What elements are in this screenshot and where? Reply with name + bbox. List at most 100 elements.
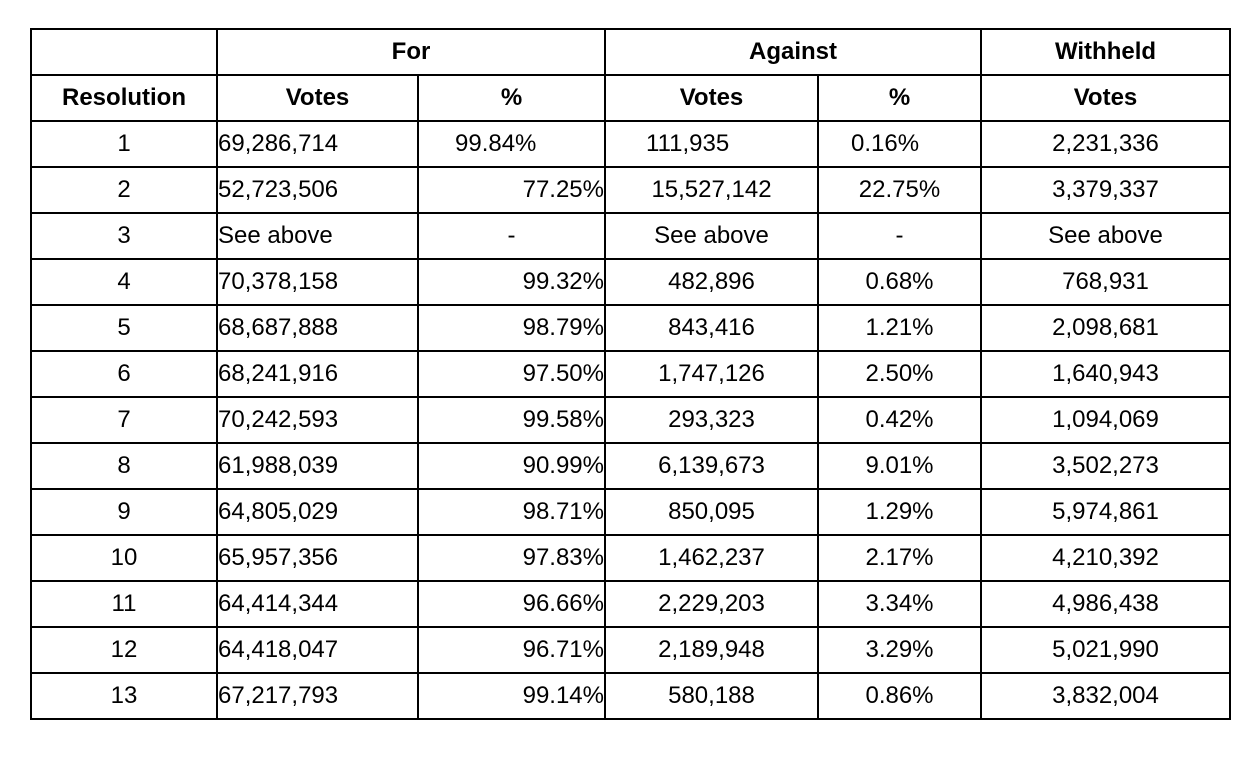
- table-row: 7 70,242,593 99.58% 293,323 0.42% 1,094,069: [30, 396, 1231, 444]
- against-percent-cell: 3.34%: [817, 580, 982, 628]
- table-row: 8 61,988,039 90.99% 6,139,673 9.01% 3,502,273: [30, 442, 1231, 490]
- against-percent-cell: 0.68%: [817, 258, 982, 306]
- for-percent-cell: 99.14%: [417, 672, 606, 720]
- withheld-votes-cell: 2,098,681: [980, 304, 1231, 352]
- against-votes-header: Votes: [604, 74, 819, 122]
- table-row: 11 64,414,344 96.66% 2,229,203 3.34% 4,986,43…: [30, 580, 1231, 628]
- for-votes-cell: See above: [216, 212, 419, 260]
- for-percent-header: %: [417, 74, 606, 122]
- for-votes-cell: 70,242,593: [216, 396, 419, 444]
- table-row: 2 52,723,506 77.25% 15,527,142 22.75% 3,379,3…: [30, 166, 1231, 214]
- resolution-header: Resolution: [30, 74, 218, 122]
- withheld-votes-cell: 1,094,069: [980, 396, 1231, 444]
- for-votes-cell: 65,957,356: [216, 534, 419, 582]
- table-body: 1 69,286,714 99.84% 111,935 0.16% 2,231,336 2 5…: [30, 120, 1231, 720]
- for-percent-cell: 97.50%: [417, 350, 606, 398]
- against-votes-cell: 111,935: [604, 120, 819, 168]
- against-percent-cell: 0.42%: [817, 396, 982, 444]
- voting-results-table: For Against Withheld Resolution Votes % …: [30, 28, 1231, 720]
- resolution-cell: 7: [30, 396, 218, 444]
- for-percent-cell: 90.99%: [417, 442, 606, 490]
- for-votes-cell: 52,723,506: [216, 166, 419, 214]
- resolution-cell: 3: [30, 212, 218, 260]
- withheld-votes-cell: 2,231,336: [980, 120, 1231, 168]
- for-group-header: For: [216, 28, 606, 76]
- withheld-group-header: Withheld: [980, 28, 1231, 76]
- withheld-votes-header: Votes: [980, 74, 1231, 122]
- table-row: 5 68,687,888 98.79% 843,416 1.21% 2,098,681: [30, 304, 1231, 352]
- resolution-cell: 1: [30, 120, 218, 168]
- for-votes-cell: 68,241,916: [216, 350, 419, 398]
- against-percent-cell: 9.01%: [817, 442, 982, 490]
- table-row: 10 65,957,356 97.83% 1,462,237 2.17% 4,210,39…: [30, 534, 1231, 582]
- for-votes-cell: 61,988,039: [216, 442, 419, 490]
- resolution-cell: 9: [30, 488, 218, 536]
- blank-header-cell: [30, 28, 218, 76]
- against-percent-cell: 3.29%: [817, 626, 982, 674]
- against-percent-cell: 1.29%: [817, 488, 982, 536]
- table-row: 9 64,805,029 98.71% 850,095 1.29% 5,974,861: [30, 488, 1231, 536]
- against-percent-cell: 0.16%: [817, 120, 982, 168]
- for-percent-cell: 98.71%: [417, 488, 606, 536]
- against-percent-header: %: [817, 74, 982, 122]
- table-row: 1 69,286,714 99.84% 111,935 0.16% 2,231,336: [30, 120, 1231, 168]
- for-percent-cell: 96.71%: [417, 626, 606, 674]
- for-votes-cell: 64,805,029: [216, 488, 419, 536]
- withheld-votes-cell: 3,832,004: [980, 672, 1231, 720]
- table-row: 4 70,378,158 99.32% 482,896 0.68% 768,931: [30, 258, 1231, 306]
- for-percent-cell: 99.84%: [417, 120, 606, 168]
- resolution-cell: 6: [30, 350, 218, 398]
- for-votes-cell: 70,378,158: [216, 258, 419, 306]
- for-votes-cell: 64,418,047: [216, 626, 419, 674]
- against-votes-cell: 843,416: [604, 304, 819, 352]
- against-percent-cell: 2.17%: [817, 534, 982, 582]
- against-votes-cell: 482,896: [604, 258, 819, 306]
- sub-header-row: Resolution Votes % Votes % Votes: [30, 74, 1231, 122]
- for-votes-cell: 67,217,793: [216, 672, 419, 720]
- against-percent-cell: 22.75%: [817, 166, 982, 214]
- against-votes-cell: 850,095: [604, 488, 819, 536]
- withheld-votes-cell: 5,974,861: [980, 488, 1231, 536]
- table-row: 6 68,241,916 97.50% 1,747,126 2.50% 1,640,943: [30, 350, 1231, 398]
- against-percent-cell: 2.50%: [817, 350, 982, 398]
- withheld-votes-cell: 3,502,273: [980, 442, 1231, 490]
- for-votes-header: Votes: [216, 74, 419, 122]
- for-percent-cell: 97.83%: [417, 534, 606, 582]
- against-votes-cell: 1,747,126: [604, 350, 819, 398]
- withheld-votes-cell: 4,986,438: [980, 580, 1231, 628]
- withheld-votes-cell: 5,021,990: [980, 626, 1231, 674]
- resolution-cell: 2: [30, 166, 218, 214]
- for-percent-cell: 99.32%: [417, 258, 606, 306]
- for-percent-cell: 96.66%: [417, 580, 606, 628]
- against-votes-cell: 6,139,673: [604, 442, 819, 490]
- resolution-cell: 10: [30, 534, 218, 582]
- against-votes-cell: 2,229,203: [604, 580, 819, 628]
- resolution-cell: 4: [30, 258, 218, 306]
- withheld-votes-cell: See above: [980, 212, 1231, 260]
- for-votes-cell: 69,286,714: [216, 120, 419, 168]
- group-header-row: For Against Withheld: [30, 28, 1231, 76]
- against-votes-cell: 1,462,237: [604, 534, 819, 582]
- against-votes-cell: See above: [604, 212, 819, 260]
- against-group-header: Against: [604, 28, 982, 76]
- for-percent-cell: 77.25%: [417, 166, 606, 214]
- table-row: 13 67,217,793 99.14% 580,188 0.86% 3,832,004: [30, 672, 1231, 720]
- against-percent-cell: 1.21%: [817, 304, 982, 352]
- resolution-cell: 5: [30, 304, 218, 352]
- for-votes-cell: 64,414,344: [216, 580, 419, 628]
- table-row: 12 64,418,047 96.71% 2,189,948 3.29% 5,021,99…: [30, 626, 1231, 674]
- for-votes-cell: 68,687,888: [216, 304, 419, 352]
- withheld-votes-cell: 3,379,337: [980, 166, 1231, 214]
- resolution-cell: 8: [30, 442, 218, 490]
- against-votes-cell: 580,188: [604, 672, 819, 720]
- against-percent-cell: 0.86%: [817, 672, 982, 720]
- for-percent-cell: -: [417, 212, 606, 260]
- withheld-votes-cell: 1,640,943: [980, 350, 1231, 398]
- resolution-cell: 13: [30, 672, 218, 720]
- withheld-votes-cell: 768,931: [980, 258, 1231, 306]
- against-votes-cell: 15,527,142: [604, 166, 819, 214]
- against-votes-cell: 2,189,948: [604, 626, 819, 674]
- for-percent-cell: 98.79%: [417, 304, 606, 352]
- against-percent-cell: -: [817, 212, 982, 260]
- against-votes-cell: 293,323: [604, 396, 819, 444]
